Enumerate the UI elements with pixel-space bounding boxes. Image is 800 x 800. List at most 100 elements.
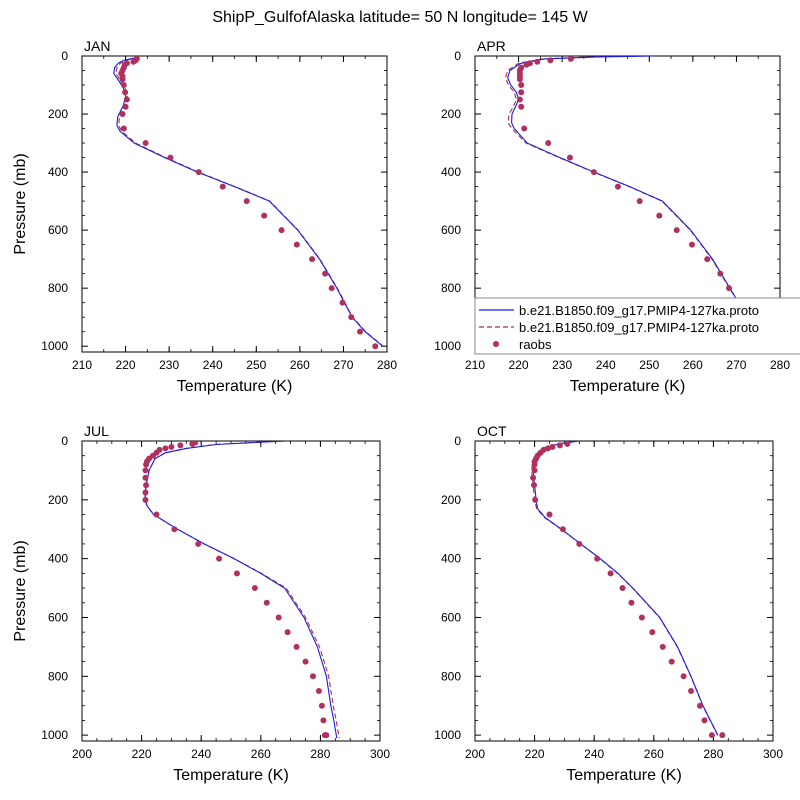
panel-label: JAN [84,38,110,54]
raobs-point [523,61,530,68]
y-tick-label: 200 [441,107,461,121]
raobs-point [717,270,724,277]
x-tick-label: 280 [310,747,330,761]
series-model1-line [144,441,338,739]
y-axis-title: Pressure (mb) [12,540,29,641]
x-tick-label: 240 [584,747,604,761]
y-tick-label: 800 [441,281,461,295]
raobs-point [278,227,285,234]
x-tick-label: 250 [246,358,266,372]
x-tick-label: 230 [552,358,572,372]
raobs-point [143,461,150,468]
x-tick-label: 220 [116,358,136,372]
raobs-point [153,511,160,518]
x-tick-label: 260 [644,747,664,761]
raobs-point [532,496,539,503]
raobs-point [545,140,552,147]
raobs-point [619,585,626,592]
x-axis-title: Temperature (K) [566,767,682,784]
raobs-point [531,482,538,489]
raobs-point [708,732,715,739]
panel-label: JUL [84,423,109,439]
series-model1-line [113,56,383,347]
raobs-point [348,314,355,321]
panel-label: OCT [477,423,507,439]
raobs-point [546,511,553,518]
raobs-point [628,599,635,606]
legend: b.e21.B1850.f09_g17.PMIP4-127ka.proto b.… [474,297,800,355]
y-tick-label: 1000 [41,728,68,742]
raobs-point [293,241,300,248]
legend-swatch-raobs [493,341,499,347]
plot-frame [81,440,381,742]
raobs-point [162,445,169,452]
raobs-point [590,169,597,176]
raobs-point [216,555,223,562]
y-axis-title: Pressure (mb) [12,153,29,254]
raobs-point [372,343,379,350]
raobs-point [521,125,528,132]
x-tick-label: 240 [203,358,223,372]
y-tick-label: 200 [48,107,68,121]
raobs-point [649,629,656,636]
x-tick-label: 200 [465,747,485,761]
x-tick-label: 220 [525,747,545,761]
y-tick-label: 600 [48,610,68,624]
x-tick-label: 260 [251,747,271,761]
raobs-point [219,183,226,190]
raobs-point [576,540,583,547]
raobs-point [171,526,178,533]
raobs-point [318,702,325,709]
raobs-point [315,688,322,694]
raobs-point [293,643,300,650]
legend-label-model1: b.e21.B1850.f09_g17.PMIP4-127ka.proto [519,303,759,318]
y-tick-label: 200 [441,493,461,507]
x-tick-label: 210 [465,358,485,372]
raobs-point [531,467,538,474]
x-tick-label: 200 [72,747,92,761]
raobs-point [638,614,645,621]
series-group [530,441,726,739]
raobs-point [594,555,601,562]
series-group [142,441,340,739]
panel-oct: OCT 200 220 240 260 280 300 0 200 400 600 800 1000 Te… [434,423,783,784]
raobs-point [119,111,126,118]
raobs-point [189,441,196,447]
x-tick-label: 210 [72,358,92,372]
y-tick-label: 1000 [41,339,68,353]
raobs-point [659,643,666,650]
legend-label-model2: b.e21.B1850.f09_g17.PMIP4-127ka.proto [519,320,759,335]
panel-label: APR [477,38,506,54]
raobs-point [167,154,174,161]
raobs-point [518,89,525,96]
raobs-point [701,717,708,724]
x-axis-title: Temperature (K) [173,767,289,784]
x-tick-label: 260 [683,358,703,372]
raobs-point [356,328,363,335]
x-tick-label: 240 [191,747,211,761]
raobs-point [263,599,270,606]
raobs-point [547,57,554,64]
legend-label-raobs: raobs [519,337,552,352]
raobs-point [531,461,538,468]
y-tick-label: 0 [454,49,461,63]
raobs-point [143,482,150,489]
raobs-point [564,441,571,447]
panel-jul: JUL 200 220 240 260 280 300 0 200 400 600 800 1000 Te… [12,423,390,784]
y-tick-label: 800 [48,669,68,683]
x-tick-label: 300 [763,747,783,761]
y-tick-label: 1000 [434,339,461,353]
raobs-point [177,442,184,449]
raobs-point [142,140,149,147]
x-tick-label: 220 [509,358,529,372]
raobs-point [243,198,250,205]
x-tick-label: 250 [639,358,659,372]
x-tick-label: 280 [703,747,723,761]
x-tick-label: 300 [370,747,390,761]
raobs-point [534,58,541,65]
y-tick-label: 600 [48,223,68,237]
raobs-point [261,212,268,219]
plot-frame [474,440,774,742]
raobs-point [119,76,126,83]
